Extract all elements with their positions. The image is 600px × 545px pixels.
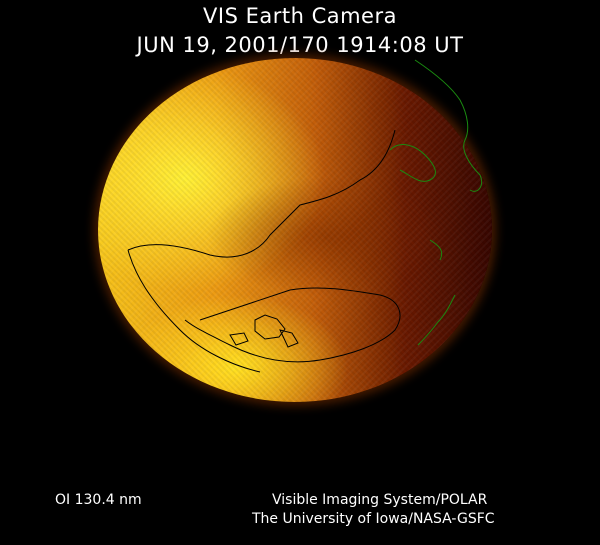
instrument-credit: Visible Imaging System/POLAR (272, 492, 488, 508)
observation-timestamp: JUN 19, 2001/170 1914:08 UT (136, 33, 464, 57)
coastline-south-america (127, 129, 401, 373)
organization-credit: The University of Iowa/NASA-GSFC (252, 511, 495, 527)
image-title: VIS Earth Camera (203, 4, 397, 28)
coastline-islands (229, 314, 299, 348)
coastline-nightside (389, 59, 483, 346)
wavelength-label: OI 130.4 nm (55, 492, 142, 508)
